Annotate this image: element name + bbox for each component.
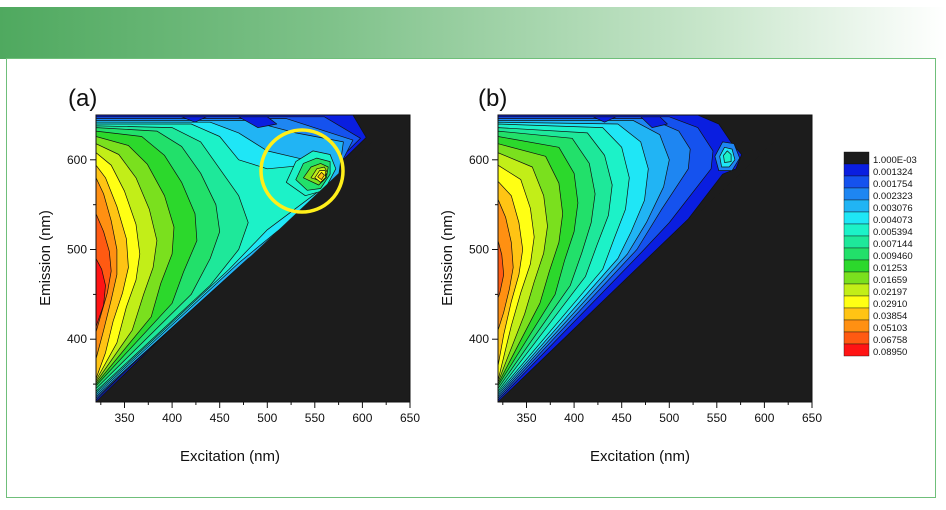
panel-label-b: (b) bbox=[478, 85, 507, 112]
figure-frame bbox=[6, 58, 936, 498]
colorbar-swatch bbox=[843, 331, 870, 345]
colorbar-label: 0.03854 bbox=[873, 311, 907, 322]
colorbar-label: 0.002323 bbox=[873, 191, 913, 202]
y-tick-label: 400 bbox=[67, 332, 87, 346]
contour-band bbox=[317, 172, 325, 180]
colorbar-swatch bbox=[843, 151, 870, 165]
y-tick-label: 600 bbox=[67, 153, 87, 167]
colorbar-label: 0.009460 bbox=[873, 251, 913, 262]
colorbar-label: 0.003076 bbox=[873, 203, 913, 214]
contour-band bbox=[498, 240, 505, 299]
x-tick-label: 450 bbox=[210, 411, 230, 425]
highlight-circle bbox=[259, 128, 345, 214]
x-tick-label: 350 bbox=[516, 411, 536, 425]
y-axis-label-b: Emission (nm) bbox=[439, 210, 456, 306]
x-tick-label: 500 bbox=[659, 411, 679, 425]
x-tick-label: 500 bbox=[257, 411, 277, 425]
x-tick-label: 550 bbox=[305, 411, 325, 425]
colorbar-swatch bbox=[843, 235, 870, 249]
colorbar-label: 0.01659 bbox=[873, 275, 907, 286]
x-tick-label: 650 bbox=[802, 411, 822, 425]
colorbar-swatch bbox=[843, 223, 870, 237]
contour-band bbox=[96, 258, 106, 328]
x-tick-label: 350 bbox=[114, 411, 134, 425]
y-tick-label: 400 bbox=[469, 332, 489, 346]
x-tick-label: 650 bbox=[400, 411, 420, 425]
colorbar-label: 0.08950 bbox=[873, 347, 907, 358]
colorbar-swatch bbox=[843, 199, 870, 213]
colorbar-swatch bbox=[843, 283, 870, 297]
colorbar-swatch bbox=[843, 343, 870, 357]
plot-frame-b bbox=[497, 114, 813, 403]
contour-band bbox=[181, 116, 207, 123]
x-axis-label-b: Excitation (nm) bbox=[590, 448, 690, 465]
contour-band bbox=[723, 150, 732, 163]
y-tick-label: 500 bbox=[67, 243, 87, 257]
panel-b: (b) 350 400 450 500 550 600 650 400 500 600 Excit… bbox=[439, 85, 822, 465]
x-tick-label: 450 bbox=[612, 411, 632, 425]
panel-label-a: (a) bbox=[68, 85, 97, 112]
contour-band bbox=[238, 116, 278, 128]
colorbar-label: 0.01253 bbox=[873, 263, 907, 274]
colorbar-label: 0.02197 bbox=[873, 287, 907, 298]
contour-band bbox=[640, 116, 668, 128]
y-axis-label-a: Emission (nm) bbox=[37, 210, 54, 306]
header-band bbox=[0, 7, 946, 59]
colorbar-label: 0.001324 bbox=[873, 167, 913, 178]
contour-band bbox=[592, 116, 617, 123]
x-tick-label: 400 bbox=[564, 411, 584, 425]
y-tick-label: 600 bbox=[469, 153, 489, 167]
colorbar-swatch bbox=[843, 211, 870, 225]
panel-a: (a) 350 400 450 500 550 600 650 400 500 600 Excit… bbox=[37, 85, 420, 465]
x-tick-label: 550 bbox=[707, 411, 727, 425]
colorbar-label: 0.06758 bbox=[873, 335, 907, 346]
colorbar: 1.000E-030.0013240.0017540.0023230.00307… bbox=[843, 151, 917, 358]
axes-a: 350 400 450 500 550 600 650 400 500 600 bbox=[67, 153, 420, 425]
masked-triangle bbox=[498, 141, 812, 402]
contour-fill-b bbox=[498, 115, 812, 402]
x-tick-label: 400 bbox=[162, 411, 182, 425]
x-tick-label: 600 bbox=[352, 411, 372, 425]
contour-fill-a bbox=[96, 115, 410, 402]
colorbar-swatch bbox=[843, 307, 870, 321]
colorbar-label: 0.05103 bbox=[873, 323, 907, 334]
colorbar-swatch bbox=[843, 319, 870, 333]
colorbar-label: 0.005394 bbox=[873, 227, 913, 238]
plot-frame-a bbox=[95, 114, 411, 403]
colorbar-label: 1.000E-03 bbox=[873, 155, 917, 166]
colorbar-label: 0.02910 bbox=[873, 299, 907, 310]
colorbar-swatch bbox=[843, 247, 870, 261]
masked-triangle bbox=[96, 141, 410, 402]
colorbar-swatch bbox=[843, 271, 870, 285]
y-tick-label: 500 bbox=[469, 243, 489, 257]
colorbar-swatch bbox=[843, 163, 870, 177]
colorbar-label: 0.004073 bbox=[873, 215, 913, 226]
contour-band bbox=[498, 198, 514, 331]
axes-b: 350 400 450 500 550 600 650 400 500 600 bbox=[469, 153, 822, 425]
colorbar-swatch bbox=[843, 295, 870, 309]
colorbar-label: 0.007144 bbox=[873, 239, 913, 250]
x-tick-label: 600 bbox=[754, 411, 774, 425]
colorbar-swatch bbox=[843, 187, 870, 201]
x-axis-label-a: Excitation (nm) bbox=[180, 448, 280, 465]
colorbar-swatch bbox=[843, 259, 870, 273]
colorbar-swatch bbox=[843, 175, 870, 189]
colorbar-label: 0.001754 bbox=[873, 179, 913, 190]
